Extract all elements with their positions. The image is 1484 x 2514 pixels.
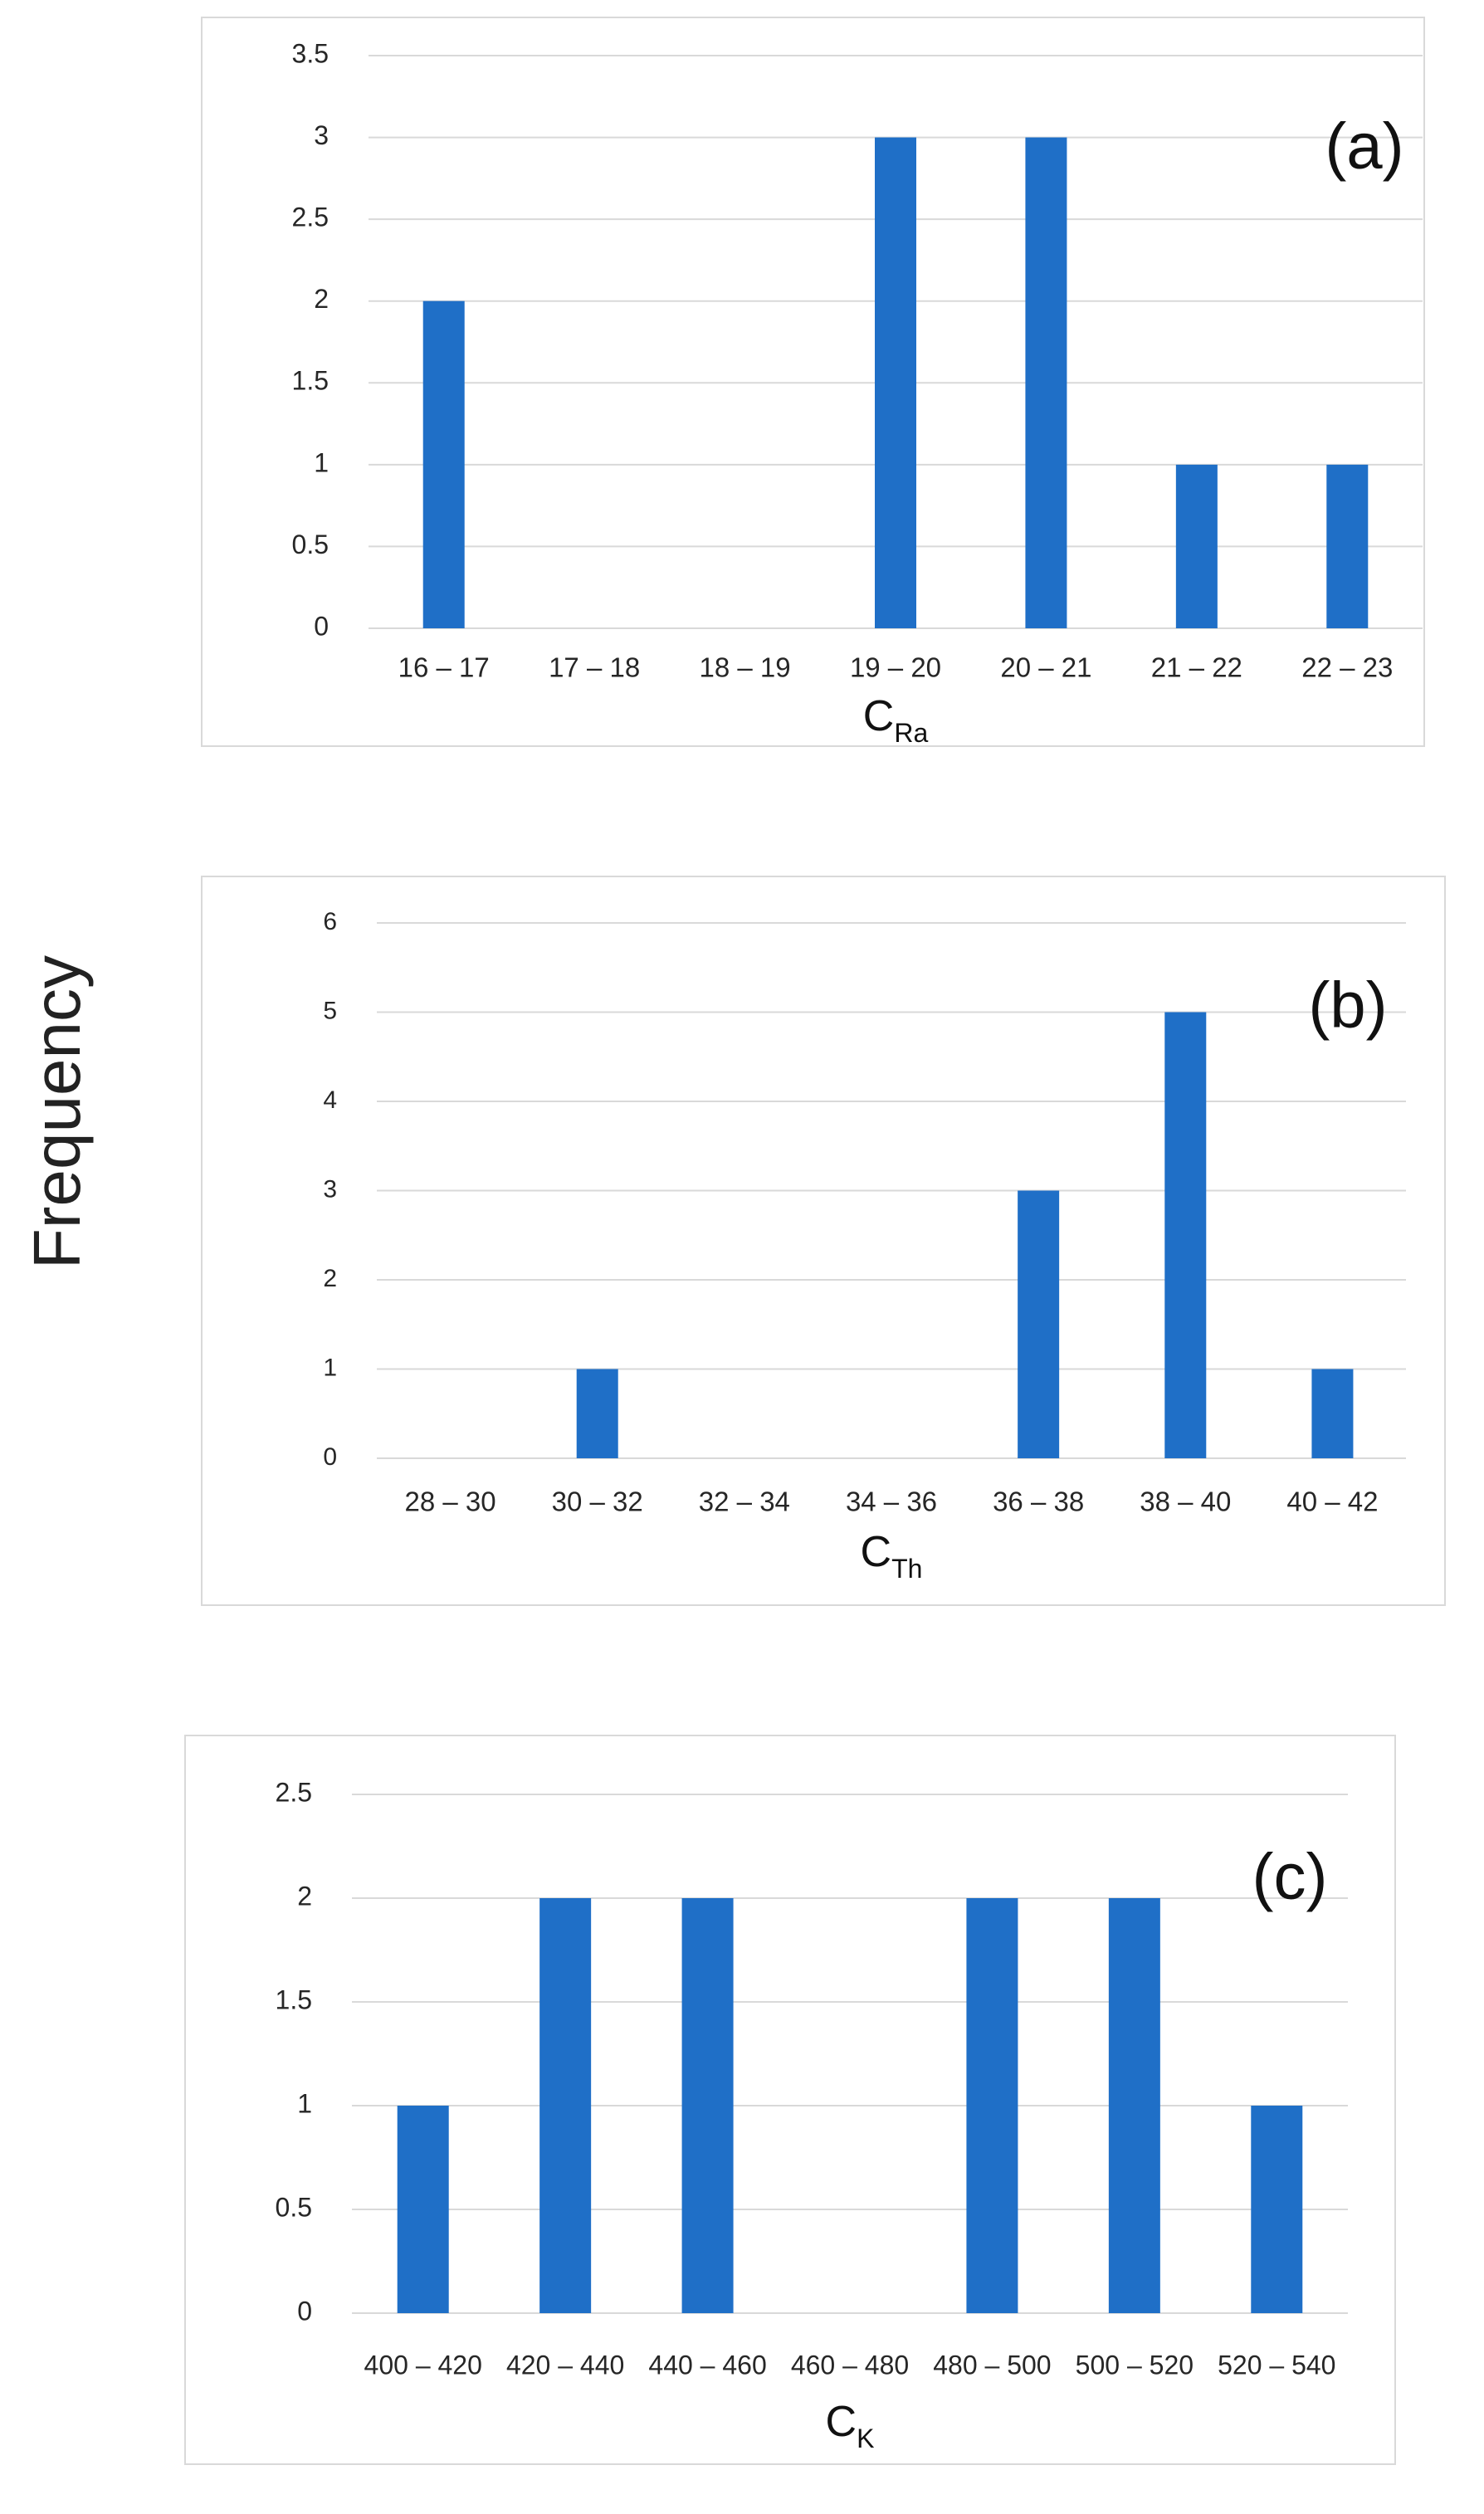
y-tick-label: 1 [297,2088,312,2118]
bar [1108,1898,1160,2313]
y-tick-label: 3 [323,1175,337,1203]
x-tick-label: 36 – 38 [993,1486,1084,1517]
x-axis-label: CK [826,2398,875,2453]
bar [576,1369,618,1458]
bar-chart-a: 0 0.5 1 1.5 2 2.5 3 3.5 16 – 17 17 – 18 18 – 19 19 … [292,38,1423,748]
y-tick-label: 2.5 [276,1777,312,1807]
bar [875,137,916,629]
chart-panel-b: 0 1 2 3 4 5 6 28 – 30 30 – 32 32 – 34 34 – 36 36 – … [201,876,1446,1606]
bar [397,2106,449,2313]
chart-panel-a: 0 0.5 1 1.5 2 2.5 3 3.5 16 – 17 17 – 18 18 – 19 19 … [201,17,1425,748]
x-tick-label: 18 – 19 [700,652,791,683]
x-tick-label: 28 – 30 [405,1486,496,1517]
y-tick-label: 2.5 [292,203,329,232]
x-tick-label: 16 – 17 [398,652,490,683]
x-tick-label: 32 – 34 [699,1486,790,1517]
bar [1175,464,1218,628]
y-tick-label: 0.5 [292,530,329,559]
bar [539,1898,592,2313]
y-tick-label: 2 [297,1881,312,1911]
x-tick-label: 480 – 500 [933,2350,1051,2380]
y-tick-label: 6 [323,908,337,935]
y-tick-label: 3 [314,120,329,150]
bar [1018,1190,1060,1458]
x-tick-label: 20 – 21 [1000,652,1091,683]
bar [966,1898,1018,2313]
x-tick-label: 500 – 520 [1076,2350,1194,2380]
x-tick-label: 440 – 460 [648,2350,766,2380]
panel-label: (b) [1308,969,1387,1042]
panel-label: (a) [1325,110,1403,183]
x-tick-label: 34 – 36 [846,1486,937,1517]
y-tick-label: 0 [314,611,329,641]
x-tick-label: 40 – 42 [1286,1486,1378,1517]
y-tick-label: 4 [323,1086,337,1114]
bar [1164,1012,1207,1458]
y-tick-label: 1.5 [276,1984,312,2014]
y-tick-label: 2 [323,1265,337,1292]
x-tick-label: 520 – 540 [1218,2350,1335,2380]
x-tick-label: 22 – 23 [1301,652,1393,683]
y-tick-label: 5 [323,997,337,1024]
x-tick-label: 38 – 40 [1140,1486,1231,1517]
bar [1025,137,1067,629]
x-axis-label: CTh [861,1528,923,1584]
x-tick-label: 19 – 20 [850,652,941,683]
y-axis-label: Frequency [20,955,94,1269]
x-tick-label: 17 – 18 [549,652,640,683]
bar [1251,2106,1303,2313]
y-tick-label: 1.5 [292,366,329,396]
bar [1326,464,1369,628]
y-tick-label: 1 [323,1354,337,1381]
x-tick-label: 420 – 440 [506,2350,624,2380]
y-tick-label: 0 [323,1443,337,1471]
bar [681,1898,734,2313]
bar-chart-c: 0 0.5 1 1.5 2 2.5 400 – 420 420 – 440 440 – 460 4… [276,1777,1348,2453]
y-axis-label-text: Frequency [20,955,94,1269]
y-tick-label: 2 [314,284,329,314]
bar-chart-b: 0 1 2 3 4 5 6 28 – 30 30 – 32 32 – 34 34 – 36 36 – … [323,908,1406,1584]
chart-panel-c: 0 0.5 1 1.5 2 2.5 400 – 420 420 – 440 440 – 460 4… [184,1735,1396,2465]
y-tick-label: 0.5 [276,2192,312,2222]
x-tick-label: 30 – 32 [552,1486,643,1517]
bar [1311,1369,1354,1458]
x-tick-label: 400 – 420 [364,2350,482,2380]
x-axis-label: CRa [863,692,929,748]
y-tick-label: 1 [314,447,329,477]
x-tick-label: 460 – 480 [791,2350,909,2380]
panel-label: (c) [1252,1840,1328,1913]
bar [422,300,465,628]
x-tick-label: 21 – 22 [1151,652,1242,683]
y-tick-label: 3.5 [292,38,329,68]
y-tick-label: 0 [297,2296,312,2326]
